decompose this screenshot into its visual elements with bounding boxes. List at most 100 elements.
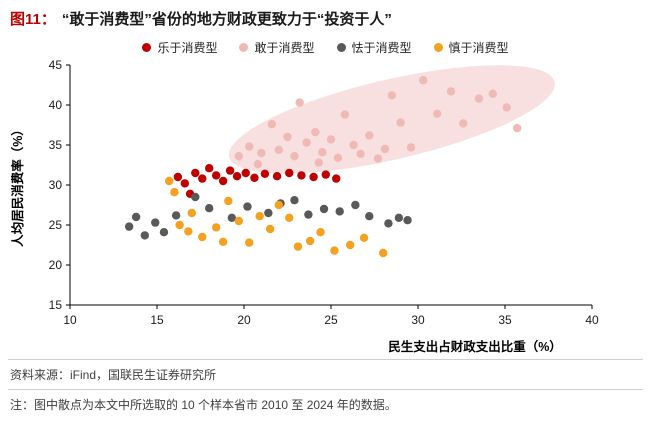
- data-point: [290, 196, 299, 205]
- data-point: [290, 152, 299, 161]
- data-point: [173, 172, 183, 182]
- figure-label: 图11：: [10, 11, 56, 28]
- data-point: [432, 109, 442, 118]
- x-tick-label: 25: [324, 313, 338, 327]
- data-point: [187, 208, 196, 218]
- legend-marker: [433, 42, 443, 52]
- legend-marker: [239, 42, 249, 52]
- y-tick-label: 40: [49, 98, 63, 112]
- legend-item: 乐于消费型: [142, 39, 217, 56]
- data-point: [396, 118, 405, 127]
- data-point: [318, 148, 327, 157]
- data-point: [218, 176, 228, 186]
- x-tick-label: 30: [411, 313, 425, 327]
- data-point: [419, 76, 428, 85]
- data-point: [211, 171, 221, 180]
- data-point: [356, 149, 365, 158]
- x-axis-title: 民生支出占财政支出比重（%）: [388, 339, 562, 354]
- data-point: [191, 168, 200, 178]
- legend-label: 敢于消费型: [254, 40, 315, 55]
- data-point: [285, 168, 294, 178]
- legend-item: 敢于消费型: [239, 39, 315, 56]
- data-point: [333, 153, 343, 162]
- figure-title-text: “敢于消费型”省份的地方财政更致力于“投资于人”: [61, 11, 392, 28]
- legend-label: 慎于消费型: [448, 40, 509, 55]
- y-axis-title: 人均居民消费率（%）: [10, 123, 25, 247]
- data-point: [474, 94, 484, 103]
- x-tick-label: 15: [150, 313, 164, 327]
- data-point: [184, 227, 193, 236]
- legend-marker: [336, 42, 346, 52]
- y-tick-label: 25: [49, 218, 63, 232]
- data-point: [316, 228, 325, 237]
- data-point: [255, 212, 264, 221]
- data-point: [180, 179, 190, 188]
- data-point: [488, 89, 498, 98]
- data-point: [253, 160, 263, 169]
- figure-title: 图11： “敢于消费型”省份的地方财政更致力于“投资于人”: [0, 0, 651, 30]
- highlight-ellipse: [228, 65, 555, 174]
- data-point: [274, 145, 283, 154]
- legend-item: 怯于消费型: [336, 39, 412, 56]
- data-point: [319, 204, 329, 214]
- data-point: [459, 119, 468, 128]
- data-point: [311, 128, 320, 137]
- data-point: [205, 204, 214, 213]
- data-point: [205, 164, 214, 173]
- legend-label: 怯于消费型: [351, 40, 412, 55]
- data-point: [345, 240, 355, 250]
- data-point: [406, 143, 416, 152]
- data-point: [384, 219, 393, 228]
- y-tick-label: 35: [49, 138, 63, 152]
- data-point: [175, 220, 184, 230]
- data-point: [265, 224, 275, 234]
- data-point: [264, 208, 273, 218]
- data-point: [283, 132, 292, 142]
- data-point: [293, 242, 303, 251]
- y-tick-label: 20: [49, 258, 63, 272]
- y-tick-label: 30: [49, 178, 63, 192]
- data-point: [309, 172, 318, 182]
- data-point: [198, 232, 207, 242]
- data-point: [225, 166, 235, 175]
- x-tick-label: 20: [237, 313, 251, 327]
- legend-item: 慎于消费型: [433, 39, 509, 56]
- data-point: [257, 148, 266, 158]
- data-point: [314, 158, 324, 167]
- data-point: [124, 222, 134, 231]
- data-point: [305, 236, 315, 246]
- data-point: [373, 154, 383, 163]
- data-point: [164, 176, 174, 186]
- data-point: [335, 207, 344, 216]
- y-tick-label: 15: [49, 298, 63, 312]
- data-point: [151, 218, 160, 227]
- legend-marker: [142, 42, 152, 52]
- data-point: [394, 213, 404, 222]
- data-point: [272, 172, 282, 181]
- data-point: [302, 138, 311, 147]
- data-point: [267, 120, 277, 129]
- data-point: [359, 233, 369, 242]
- data-point: [512, 124, 522, 133]
- x-tick-label: 10: [63, 313, 77, 327]
- data-point: [330, 246, 339, 255]
- data-point: [297, 171, 306, 180]
- data-point: [159, 228, 169, 237]
- data-point: [234, 152, 243, 161]
- y-tick-label: 45: [49, 58, 63, 72]
- data-point: [243, 202, 252, 211]
- data-point: [140, 231, 150, 240]
- legend-label: 乐于消费型: [157, 40, 218, 55]
- data-point: [446, 87, 456, 96]
- scatter-plot: 10 15 20 25 30 35 4015202530354045民生支出占财政支出比重（…: [10, 58, 599, 354]
- data-point: [211, 223, 221, 232]
- data-point: [295, 98, 304, 107]
- data-point: [250, 173, 259, 182]
- data-point: [349, 140, 358, 150]
- data-point: [191, 192, 200, 202]
- data-point: [502, 103, 511, 112]
- data-point: [321, 170, 330, 179]
- data-point: [379, 248, 388, 258]
- data-point: [218, 237, 228, 246]
